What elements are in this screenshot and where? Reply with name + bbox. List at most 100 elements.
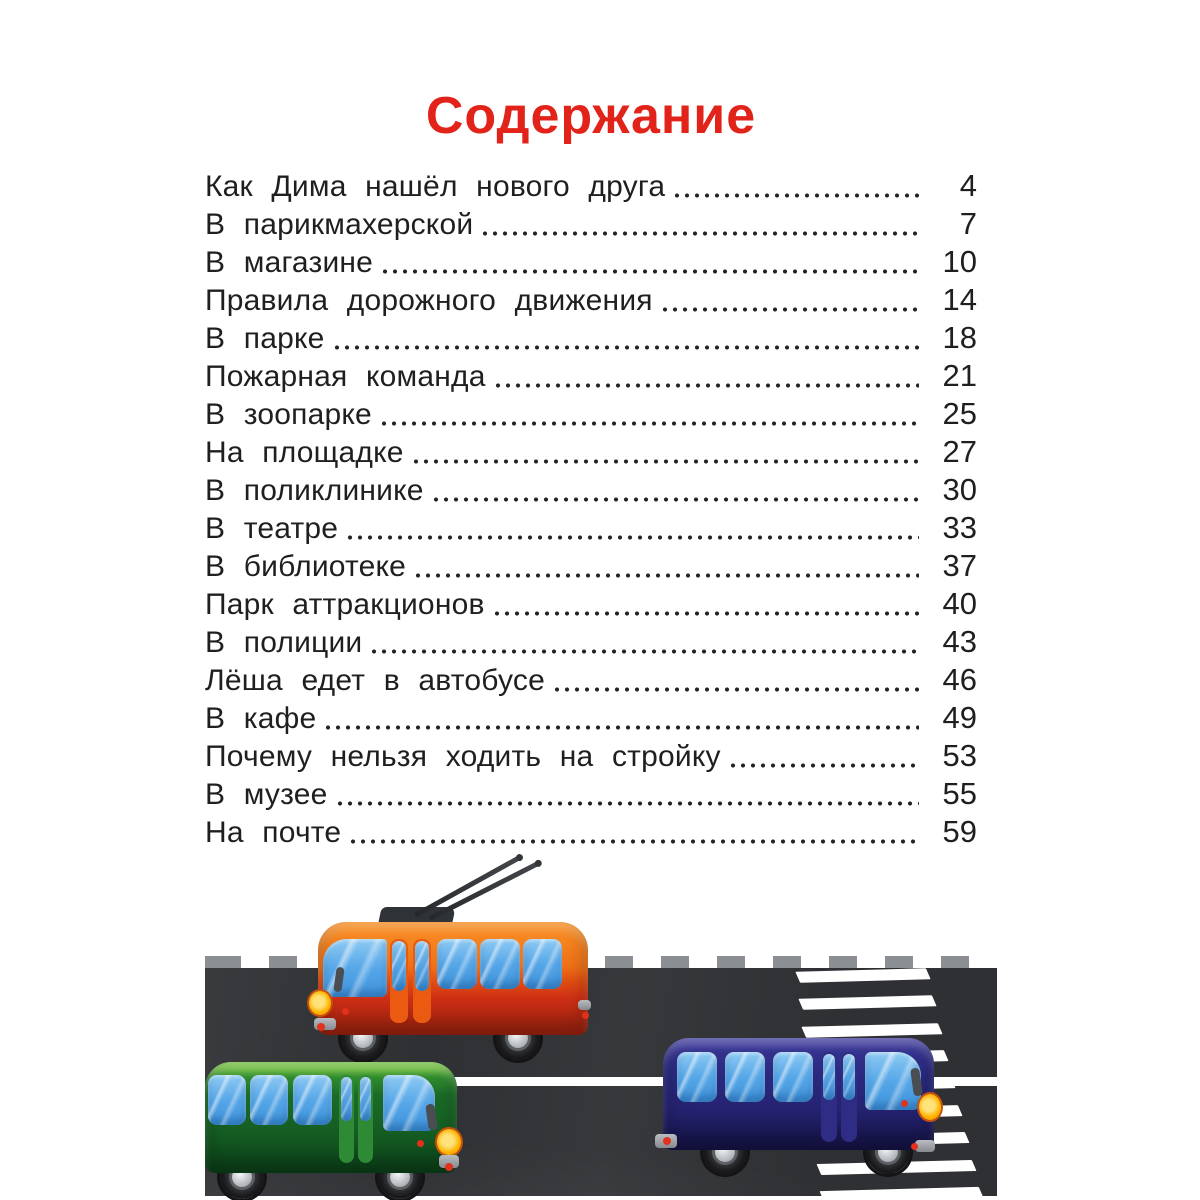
page-title: Содержание <box>425 87 757 145</box>
marker-light-icon <box>417 1140 424 1147</box>
toc-row: В поликлинике 30 <box>205 472 977 510</box>
green-bus-body <box>205 1062 461 1173</box>
toc-leader-dots <box>378 396 919 434</box>
door-window <box>843 1054 855 1100</box>
toc-row: Пожарная команда 21 <box>205 358 977 396</box>
headlight-icon <box>309 991 331 1015</box>
toc-leader-dots <box>491 586 919 624</box>
toc-leader-dots <box>551 662 919 700</box>
toc-item-label: Как Дима нашёл нового друга <box>205 170 666 203</box>
marker-light-icon <box>901 1100 908 1107</box>
toc-leader-dots <box>345 510 919 548</box>
toc-item-label: На площадке <box>205 436 404 469</box>
door-window <box>415 941 429 991</box>
toc-leader-dots <box>369 624 919 662</box>
side-window <box>523 939 562 989</box>
toc-item-label: В полиции <box>205 626 363 659</box>
toc-item-label: В магазине <box>205 246 374 279</box>
toc-row: В парикмахерской 7 <box>205 206 977 244</box>
blue-bus-body <box>655 1038 941 1152</box>
trolley-pole-icon <box>413 854 523 918</box>
side-window <box>725 1052 765 1102</box>
door-window <box>823 1054 835 1100</box>
toc-leader-dots <box>410 434 919 472</box>
toc-item-label: Лёша едет в автобусе <box>205 664 545 697</box>
toc-row: В магазине 10 <box>205 244 977 282</box>
tail-light-icon <box>582 1012 589 1019</box>
toc-leader-dots <box>672 168 919 206</box>
side-window <box>480 939 520 989</box>
toc-leader-dots <box>323 700 919 738</box>
toc-leader-dots <box>380 244 919 282</box>
bumper <box>915 1140 935 1152</box>
toc-row: Почему нельзя ходить на стройку 53 <box>205 738 977 776</box>
trolleybus-body <box>309 922 591 1035</box>
trolley-pole-icon <box>428 860 541 921</box>
toc-page-number: 53 <box>942 738 977 773</box>
toc-page-number: 25 <box>942 396 977 431</box>
toc-item-label: В музее <box>205 778 328 811</box>
toc-page-number: 10 <box>942 244 977 279</box>
windshield-window <box>323 939 387 997</box>
bumper-light-icon <box>317 1023 325 1031</box>
headlight-icon <box>919 1094 941 1120</box>
toc-page-number: 59 <box>942 814 977 849</box>
toc-page-number: 21 <box>942 358 977 393</box>
toc-page-number: 4 <box>959 168 977 203</box>
toc-leader-dots <box>659 282 919 320</box>
toc-item-label: В библиотеке <box>205 550 407 583</box>
toc-leader-dots <box>492 358 919 396</box>
blue-bus-illustration <box>655 1038 941 1174</box>
side-window <box>250 1075 288 1125</box>
toc-leader-dots <box>413 548 919 586</box>
toc-row: На почте 59 <box>205 814 977 852</box>
marker-light-icon <box>342 1008 349 1015</box>
door-window <box>392 941 406 991</box>
toc-row: В музее 55 <box>205 776 977 814</box>
toc-item-label: Парк аттракционов <box>205 588 485 621</box>
bumper <box>578 1000 591 1010</box>
bumper-light-icon <box>445 1163 453 1171</box>
side-window <box>677 1052 717 1102</box>
toc-page-number: 40 <box>942 586 977 621</box>
toc-row: В зоопарке 25 <box>205 396 977 434</box>
toc-leader-dots <box>480 206 919 244</box>
toc-page-number: 27 <box>942 434 977 469</box>
bumper <box>439 1155 459 1168</box>
toc-page-number: 14 <box>942 282 977 317</box>
door-window <box>360 1077 371 1121</box>
toc-page-number: 7 <box>959 206 977 241</box>
toc-page-number: 46 <box>942 662 977 697</box>
toc-item-label: В зоопарке <box>205 398 372 431</box>
toc-page-number: 18 <box>942 320 977 355</box>
toc-item-label: В театре <box>205 512 339 545</box>
toc-page-number: 43 <box>942 624 977 659</box>
toc-leader-dots <box>331 320 919 358</box>
toc-item-label: В поликлинике <box>205 474 424 507</box>
toc-page-number: 49 <box>942 700 977 735</box>
side-window <box>208 1075 246 1125</box>
toc-page-number: 37 <box>942 548 977 583</box>
green-bus-illustration <box>205 1062 461 1200</box>
toc-row: Лёша едет в автобусе 46 <box>205 662 977 700</box>
toc-list: Как Дима нашёл нового друга 4 В парикмах… <box>205 168 977 852</box>
toc-row: В парке 18 <box>205 320 977 358</box>
trolleybus-illustration <box>309 845 592 1060</box>
toc-row: Как Дима нашёл нового друга 4 <box>205 168 977 206</box>
bumper-light-icon <box>911 1143 918 1150</box>
windshield-window <box>383 1075 435 1131</box>
toc-row: На площадке 27 <box>205 434 977 472</box>
toc-item-label: Почему нельзя ходить на стройку <box>205 740 721 773</box>
toc-item-label: В кафе <box>205 702 317 735</box>
toc-page-number: 30 <box>942 472 977 507</box>
zebra-stripe <box>819 1186 984 1196</box>
toc-item-label: Пожарная команда <box>205 360 486 393</box>
headlight-icon <box>437 1129 461 1155</box>
toc-leader-dots <box>348 814 919 852</box>
toc-row: В библиотеке 37 <box>205 548 977 586</box>
toc-page-number: 55 <box>942 776 977 811</box>
toc-leader-dots <box>727 738 919 776</box>
toc-row: В полиции 43 <box>205 624 977 662</box>
